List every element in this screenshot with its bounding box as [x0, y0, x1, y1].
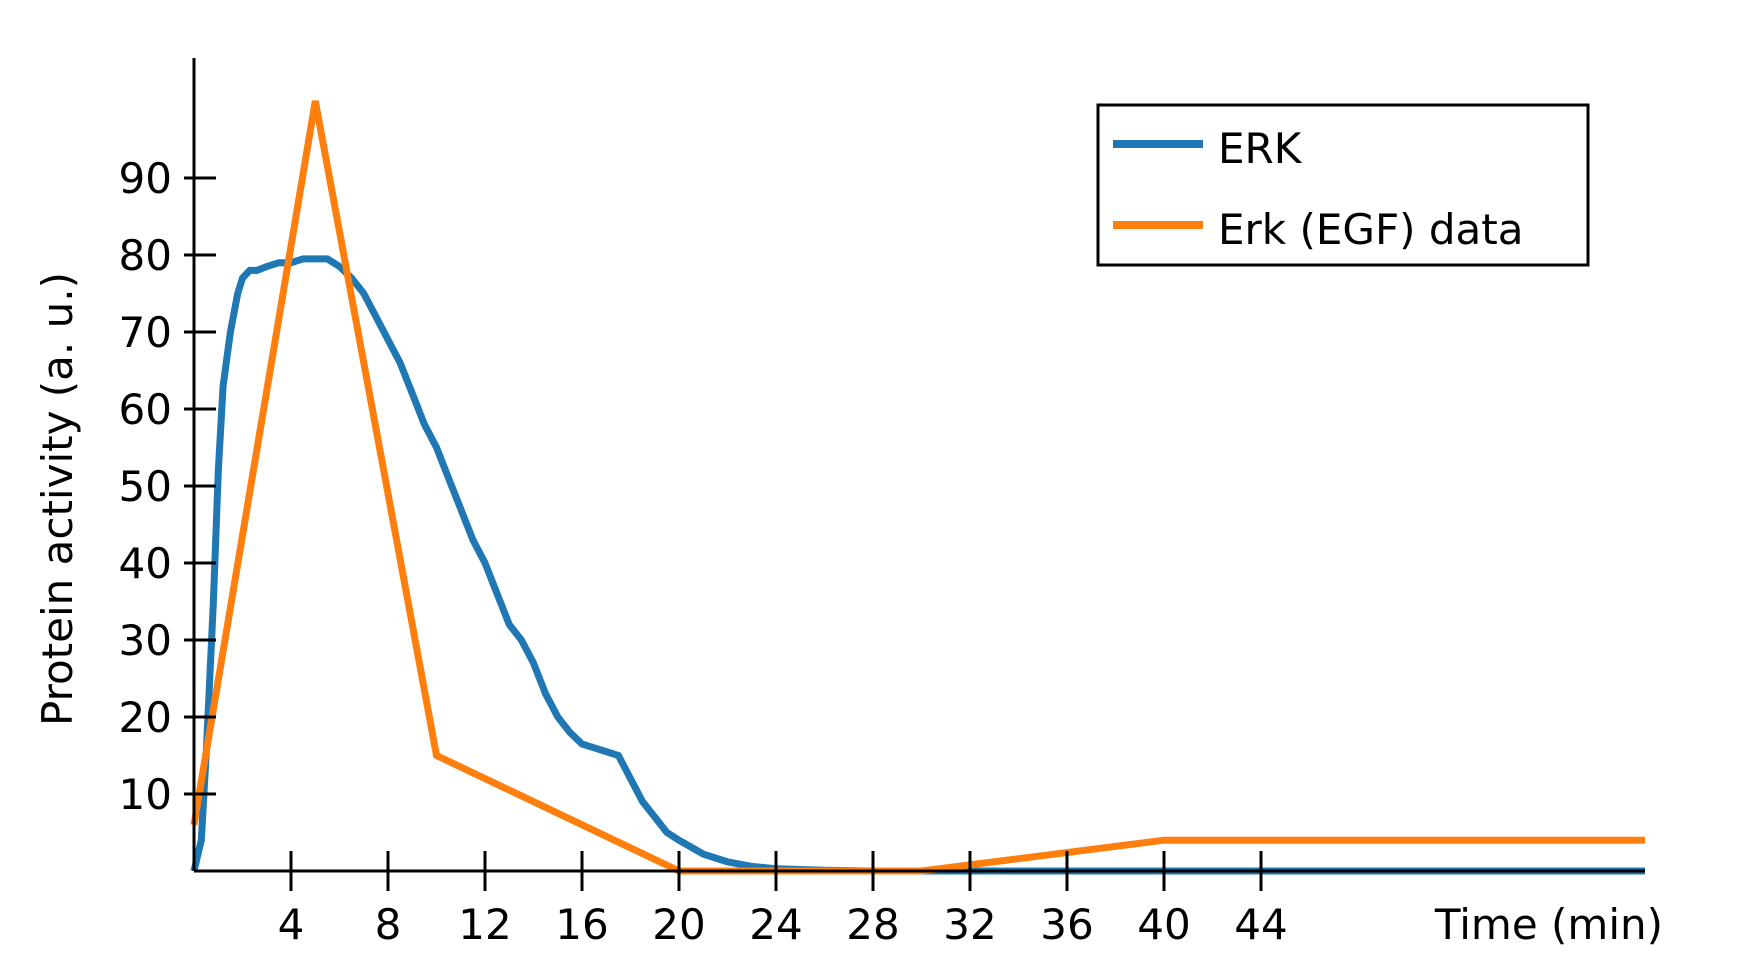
x-tick-label: 20 [652, 900, 705, 949]
x-tick-label: 44 [1234, 900, 1287, 949]
y-ticks: 10 20 30 40 50 60 70 80 90 [119, 154, 216, 819]
y-tick-label: 90 [119, 154, 172, 203]
y-tick-label: 70 [119, 308, 172, 357]
x-tick-label: 16 [555, 900, 608, 949]
axes [192, 58, 1645, 873]
series-line-erk [190, 255, 1645, 875]
x-tick-label: 32 [943, 900, 996, 949]
legend: ERK Erk (EGF) data [1096, 103, 1590, 267]
y-tick-label: 50 [119, 462, 172, 511]
x-tick-label: 24 [749, 900, 802, 949]
legend-box [1096, 103, 1590, 267]
y-tick-label: 80 [119, 231, 172, 280]
y-tick-label: 20 [119, 693, 172, 742]
legend-label-erk: ERK [1218, 124, 1303, 173]
y-tick-label: 60 [119, 385, 172, 434]
x-tick-label: 4 [278, 900, 305, 949]
legend-label-erk-egf-data: Erk (EGF) data [1218, 205, 1523, 254]
y-axis-title: Protein activity (a. u.) [33, 272, 82, 726]
x-tick-label: 40 [1137, 900, 1190, 949]
y-tick-label: 10 [119, 770, 172, 819]
x-tick-label: 36 [1040, 900, 1093, 949]
x-ticks: 4 8 12 16 20 24 28 32 36 40 44 [278, 851, 1288, 949]
x-axis-title: Time (min) [1434, 900, 1663, 949]
y-tick-label: 30 [119, 616, 172, 665]
y-tick-label: 40 [119, 539, 172, 588]
x-tick-label: 28 [846, 900, 899, 949]
x-tick-label: 12 [458, 900, 511, 949]
x-tick-label: 8 [375, 900, 402, 949]
